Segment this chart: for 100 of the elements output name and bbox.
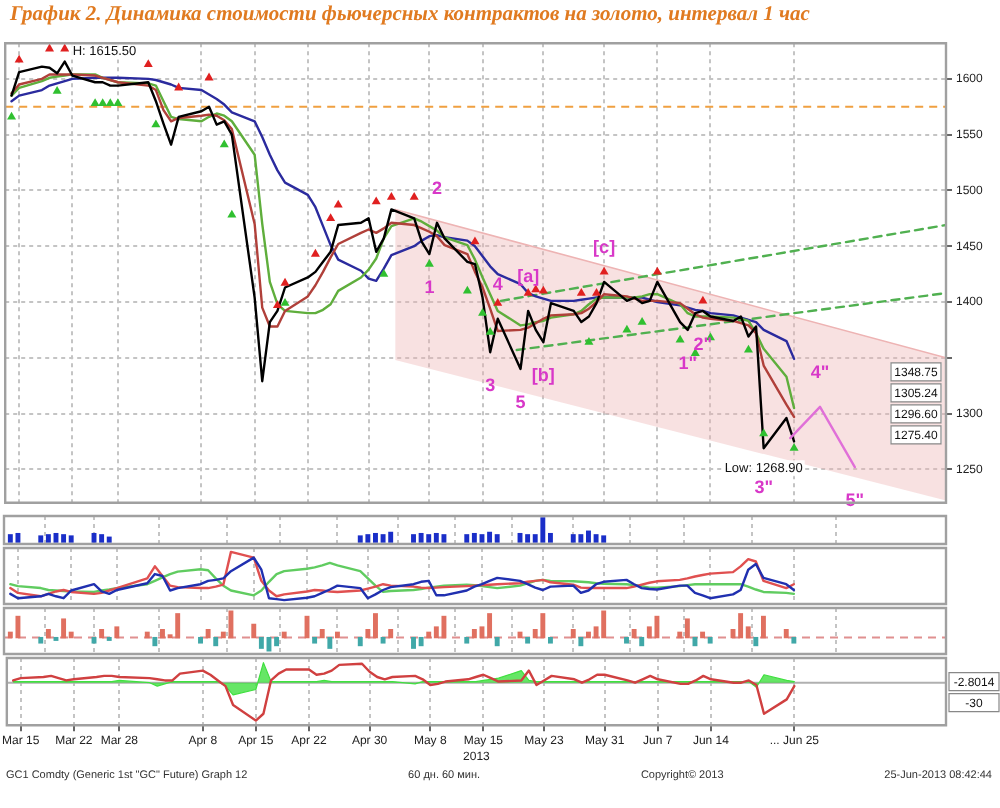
bar — [411, 636, 416, 649]
point — [272, 300, 282, 308]
bar — [791, 636, 797, 644]
bar — [426, 631, 432, 639]
annotation: 2" — [693, 333, 713, 354]
bar — [68, 535, 74, 543]
bar — [753, 636, 759, 647]
bar — [327, 636, 333, 649]
bar — [654, 615, 660, 639]
point — [45, 43, 55, 52]
bar — [487, 613, 493, 639]
bar — [540, 517, 546, 543]
annotation: 4 — [492, 273, 503, 294]
bar — [15, 532, 21, 543]
bar — [319, 629, 325, 639]
point — [478, 307, 488, 316]
bar — [441, 534, 447, 543]
bar — [281, 631, 287, 639]
bar — [433, 532, 439, 543]
point — [14, 54, 24, 63]
annotation: 1 — [424, 277, 435, 297]
bar — [601, 535, 607, 543]
point — [576, 287, 586, 296]
point — [485, 326, 495, 335]
point — [280, 297, 290, 306]
bar — [160, 629, 165, 639]
bar — [738, 613, 744, 639]
bar — [144, 631, 150, 639]
point — [637, 316, 647, 325]
point — [143, 59, 153, 67]
bar — [99, 534, 105, 543]
bar — [61, 618, 67, 639]
bar — [441, 615, 447, 639]
point — [98, 98, 108, 107]
point — [280, 277, 290, 286]
point — [743, 344, 753, 353]
bar — [213, 636, 219, 647]
bar — [494, 636, 500, 647]
bar — [38, 535, 44, 543]
point — [386, 191, 396, 200]
bar — [175, 613, 181, 639]
bar — [525, 534, 531, 543]
bar — [578, 534, 584, 543]
bar — [494, 534, 500, 543]
annotation: 4" — [810, 361, 830, 382]
bar — [205, 629, 211, 639]
annotation: 2 — [431, 177, 442, 198]
bar — [373, 532, 378, 543]
point — [310, 248, 320, 257]
bar — [45, 629, 51, 639]
bar — [99, 629, 105, 639]
bar — [639, 636, 645, 647]
bar — [357, 535, 363, 543]
point — [113, 98, 123, 107]
point — [333, 199, 343, 208]
bar — [707, 636, 713, 644]
bar — [45, 534, 51, 543]
annotation: 5 — [515, 391, 526, 412]
annotation: [c] — [593, 236, 616, 257]
bar — [426, 534, 432, 543]
bar — [418, 532, 424, 543]
bar — [251, 623, 257, 639]
annotation: 3 — [485, 375, 496, 396]
bar — [357, 636, 363, 647]
bar — [258, 636, 264, 649]
bar — [783, 629, 789, 639]
bar — [114, 626, 120, 639]
bar — [106, 536, 112, 543]
point — [326, 213, 336, 221]
bar — [334, 631, 340, 639]
bar — [152, 636, 158, 647]
bar — [684, 618, 690, 639]
bar — [487, 531, 493, 543]
bar — [601, 610, 607, 639]
bar — [464, 534, 470, 543]
bar — [228, 610, 234, 639]
bar — [578, 636, 584, 647]
point — [227, 209, 237, 218]
point — [592, 287, 602, 296]
bar — [525, 636, 531, 644]
bar — [365, 534, 371, 543]
bar — [570, 629, 576, 639]
bar — [547, 636, 553, 644]
point — [52, 85, 62, 94]
point — [759, 428, 769, 437]
bar — [7, 534, 13, 543]
annotation: 1" — [678, 352, 697, 373]
annotation: 3" — [754, 477, 773, 498]
point — [371, 196, 381, 205]
bar — [631, 629, 637, 639]
bar — [471, 629, 477, 639]
point — [60, 43, 70, 52]
bar — [380, 636, 386, 644]
point — [151, 119, 161, 128]
point — [584, 336, 594, 345]
bar — [312, 636, 318, 644]
point — [90, 98, 100, 107]
bar — [411, 534, 416, 543]
bar — [593, 534, 599, 543]
point — [379, 268, 389, 277]
